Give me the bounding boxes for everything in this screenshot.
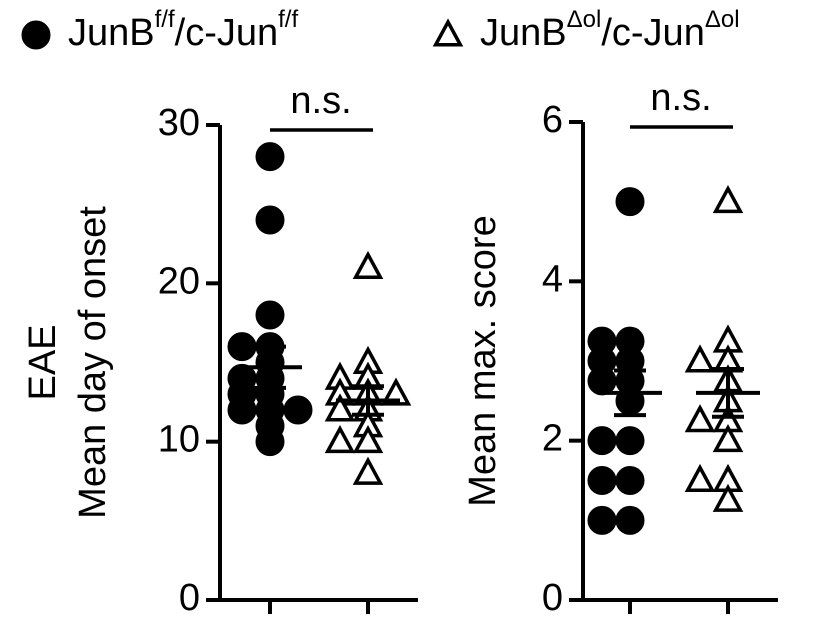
data-point	[684, 344, 716, 373]
data-point	[352, 424, 384, 454]
y-axis-label: Mean max. score	[462, 215, 504, 506]
data-point	[615, 426, 645, 456]
data-point	[227, 332, 257, 362]
data-point	[684, 463, 716, 492]
y-tick-label: 2	[542, 418, 563, 460]
y-axis-label: EAE	[22, 324, 64, 400]
legend-superscript: f/f	[278, 6, 298, 33]
y-tick-label: 0	[542, 577, 563, 619]
legend-superscript: f/f	[155, 6, 175, 33]
data-point	[615, 466, 645, 495]
y-tick-label: 4	[542, 258, 563, 300]
data-point	[712, 423, 744, 453]
data-point	[712, 483, 744, 512]
legend-text: JunB	[68, 12, 155, 54]
legend-text: /c-Jun	[175, 12, 278, 54]
data-point	[352, 250, 384, 279]
legend-superscript: Δol	[705, 6, 740, 33]
data-point	[615, 505, 645, 535]
data-point	[21, 20, 51, 50]
legend-label: JunBf/f/c-Junf/f	[68, 6, 298, 54]
data-point	[712, 184, 744, 214]
data-point	[255, 205, 285, 235]
data-point	[255, 142, 285, 172]
y-tick-label: 10	[158, 419, 200, 461]
data-point	[587, 426, 617, 456]
data-point	[324, 393, 356, 422]
data-point	[684, 404, 716, 433]
data-point	[587, 366, 617, 396]
y-tick-label: 20	[158, 260, 200, 302]
y-axis-label: Mean day of onset	[72, 206, 114, 519]
data-point	[352, 456, 384, 485]
data-point	[255, 427, 285, 457]
data-point	[324, 424, 356, 454]
data-point	[432, 18, 464, 47]
data-point	[283, 395, 313, 425]
y-tick-label: 30	[158, 102, 200, 144]
legend-text: JunB	[480, 12, 567, 54]
y-tick-label: 6	[542, 99, 563, 141]
legend-text: /c-Jun	[601, 12, 704, 54]
data-point	[227, 395, 257, 425]
y-tick-label: 0	[179, 577, 200, 619]
data-point	[255, 300, 285, 330]
data-point	[587, 505, 617, 535]
data-point	[587, 466, 617, 495]
significance-label: n.s.	[290, 80, 351, 122]
data-point	[615, 187, 645, 217]
data-point	[380, 377, 412, 406]
legend-label: JunBΔol/c-JunΔol	[480, 6, 740, 54]
legend-superscript: Δol	[567, 6, 602, 33]
significance-label: n.s.	[650, 77, 711, 119]
